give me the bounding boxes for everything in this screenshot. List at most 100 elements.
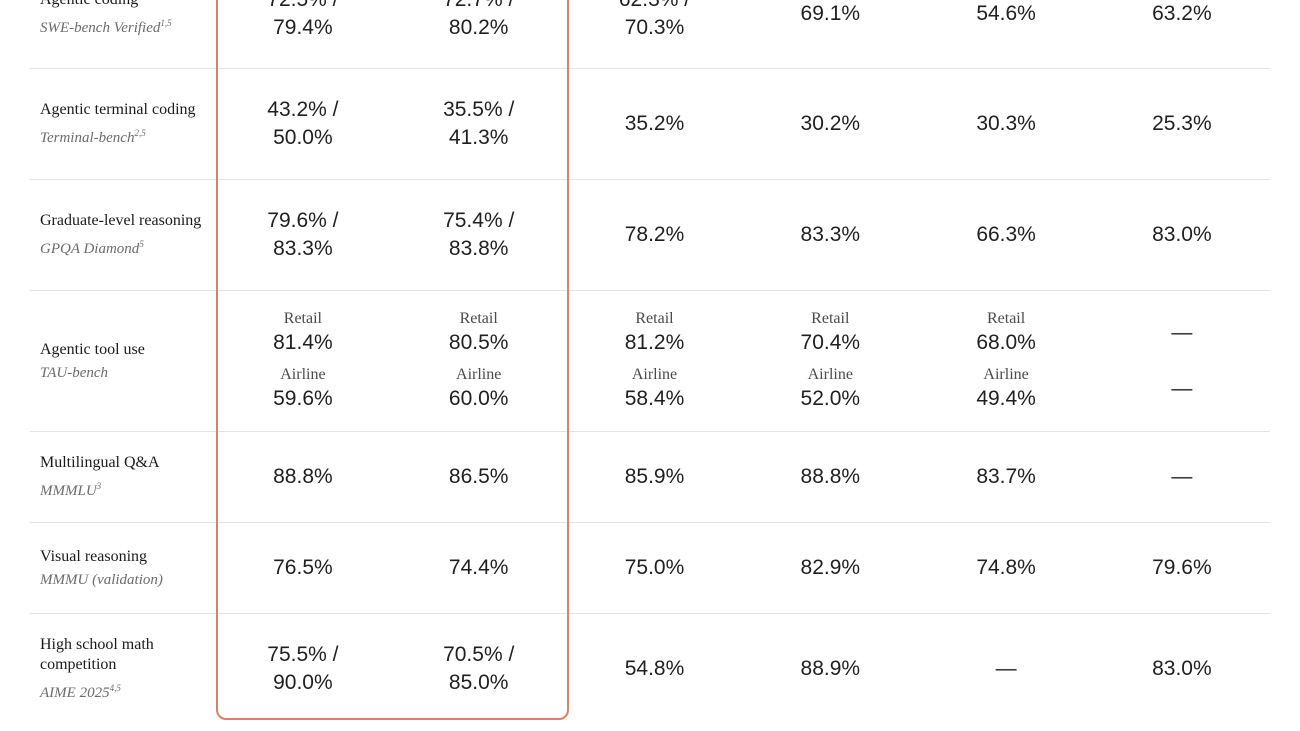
benchmark-name: Visual reasoning — [40, 547, 148, 565]
score-value: 76.5% — [273, 556, 333, 579]
score-value: 83.7% — [976, 465, 1036, 488]
score-value: 88.8% — [273, 465, 333, 488]
score-value: 72.7% / 80.2% — [443, 0, 514, 39]
airline-score: Airline 52.0% — [801, 365, 861, 413]
score-cell: — — [918, 614, 1094, 724]
row-label: Visual reasoning MMMU (validation) — [30, 523, 215, 613]
score-value: 74.4% — [448, 556, 509, 579]
score-cell: 75.5% / 90.0% — [215, 614, 391, 724]
score-value: 86.5% — [448, 465, 509, 488]
score-value: 75.0% — [624, 556, 685, 579]
score-cell: 78.2% — [567, 180, 743, 290]
score-value: 75.5% / 90.0% — [267, 643, 339, 694]
score-cell: Retail 81.4% Airline 59.6% — [215, 291, 391, 431]
score-value: 66.3% — [976, 223, 1036, 246]
retail-label: Retail — [283, 310, 322, 327]
score-value: 54.8% — [624, 657, 685, 680]
table-row: Agentic coding SWE-bench Verified1,5 72.… — [30, 0, 1270, 69]
score-cell: 54.6% — [918, 0, 1094, 68]
score-cell: 30.2% — [742, 69, 918, 179]
score-value: 83.3% — [800, 223, 861, 246]
row-label: Multilingual Q&A MMMLU3 — [30, 432, 215, 522]
score-cell: 83.3% — [742, 180, 918, 290]
score-cell: 75.4% / 83.8% — [391, 180, 567, 290]
score-value: 75.4% / 83.8% — [443, 209, 515, 260]
airline-score: Airline 58.4% — [625, 365, 685, 413]
score-value: 68.0% — [976, 331, 1036, 354]
score-value: — — [995, 657, 1017, 680]
table-row: Agentic terminal coding Terminal-bench2,… — [30, 69, 1270, 180]
score-cell: 69.1% — [742, 0, 918, 68]
benchmark-name: Agentic coding — [40, 0, 215, 10]
benchmark-source: AIME 20254,5 — [40, 683, 121, 701]
score-value: 49.4% — [976, 387, 1036, 410]
score-cell: 83.0% — [1094, 180, 1270, 290]
score-cell: 25.3% — [1094, 69, 1270, 179]
score-cell: 30.3% — [918, 69, 1094, 179]
score-value: 43.2% / 50.0% — [267, 98, 339, 149]
score-value: 30.3% — [976, 112, 1036, 135]
score-cell: Retail 70.4% Airline 52.0% — [742, 291, 918, 431]
score-value: 63.2% — [1152, 2, 1212, 25]
airline-score: Airline 59.6% — [273, 365, 333, 413]
score-value: 79.6% / 83.3% — [267, 209, 339, 260]
score-value: 79.6% — [1152, 556, 1212, 579]
score-cell: 79.6% — [1094, 523, 1270, 613]
score-value: 60.0% — [448, 387, 509, 410]
score-value: 54.6% — [976, 2, 1036, 25]
score-value: 83.0% — [1152, 657, 1212, 680]
score-value: 52.0% — [800, 387, 861, 410]
table-row: Visual reasoning MMMU (validation) 76.5%… — [30, 523, 1270, 614]
score-value: 74.8% — [976, 556, 1036, 579]
retail-label: Retail — [635, 310, 674, 327]
table-row: Multilingual Q&A MMMLU3 88.8% 86.5% 85.9… — [30, 432, 1270, 523]
score-cell: 82.9% — [742, 523, 918, 613]
retail-score: Retail 70.4% — [801, 309, 861, 357]
score-cell: 70.5% / 85.0% — [391, 614, 567, 724]
airline-score: — — [1171, 365, 1192, 413]
score-value: 70.4% — [800, 331, 861, 354]
score-cell: 66.3% — [918, 180, 1094, 290]
score-cell: Retail 80.5% Airline 60.0% — [391, 291, 567, 431]
score-cell: 75.0% — [567, 523, 743, 613]
score-value: 25.3% — [1152, 112, 1212, 135]
airline-label: Airline — [807, 366, 853, 383]
score-cell: 35.5% / 41.3% — [391, 69, 567, 179]
airline-label: Airline — [631, 366, 678, 383]
table-row: Graduate-level reasoning GPQA Diamond5 7… — [30, 180, 1270, 291]
score-cell: 43.2% / 50.0% — [215, 69, 391, 179]
benchmark-name: Multilingual Q&A — [40, 454, 160, 471]
row-label: Agentic terminal coding Terminal-bench2,… — [30, 69, 215, 179]
score-value: 35.5% / 41.3% — [443, 98, 515, 149]
score-value: 88.9% — [800, 657, 861, 680]
score-cell: 63.2% — [1094, 0, 1270, 68]
score-value: 88.8% — [800, 465, 861, 488]
score-value: — — [1171, 377, 1193, 400]
score-cell: 88.9% — [742, 614, 918, 724]
score-value: 83.0% — [1152, 223, 1212, 246]
score-value: 59.6% — [273, 387, 333, 410]
score-value: 78.2% — [624, 223, 685, 246]
benchmark-name: High school math competition — [40, 636, 154, 673]
retail-score: Retail 81.2% — [625, 309, 685, 357]
benchmark-name: Agentic tool use — [40, 340, 145, 358]
score-cell: 35.2% — [567, 69, 743, 179]
score-cell: — — [1094, 432, 1270, 522]
score-value: 80.5% — [448, 331, 509, 354]
score-value: 81.2% — [624, 331, 685, 354]
score-cell: Retail 81.2% Airline 58.4% — [567, 291, 743, 431]
benchmark-source: TAU-bench — [40, 364, 109, 381]
score-cell: 74.4% — [391, 523, 567, 613]
score-cell: 83.7% — [918, 432, 1094, 522]
score-cell: 88.8% — [215, 432, 391, 522]
score-value: 81.4% — [273, 331, 333, 354]
score-value: 58.4% — [624, 387, 685, 410]
table-row: Agentic tool use TAU-bench Retail 81.4% A… — [30, 291, 1270, 432]
benchmark-name: Graduate-level reasoning — [40, 212, 202, 229]
retail-label: Retail — [459, 310, 498, 327]
row-label: High school math competition AIME 20254,… — [30, 614, 215, 724]
row-label: Graduate-level reasoning GPQA Diamond5 — [30, 180, 215, 290]
score-cell: 83.0% — [1094, 614, 1270, 724]
score-cell: — — — [1094, 291, 1270, 431]
retail-score: Retail 68.0% — [976, 309, 1036, 357]
